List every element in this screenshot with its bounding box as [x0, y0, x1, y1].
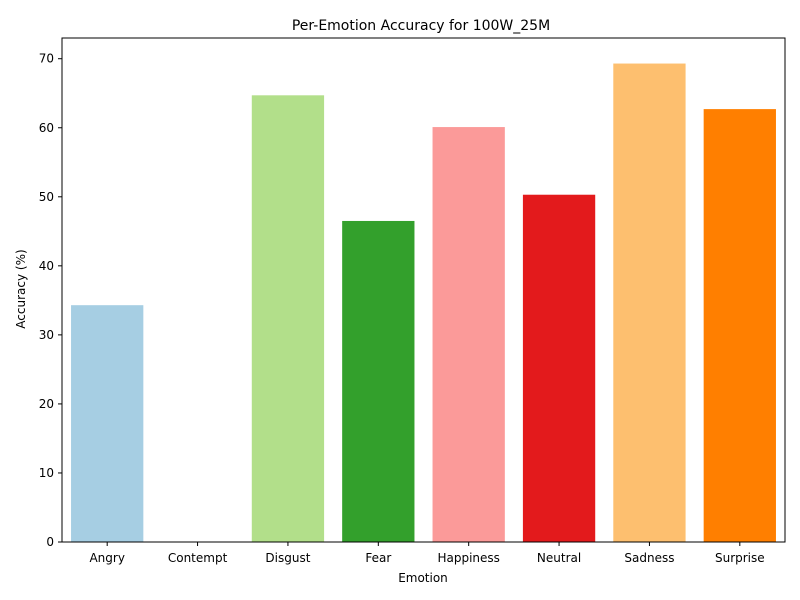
y-tick-label: 40 — [39, 259, 54, 273]
x-tick-label: Happiness — [437, 551, 499, 565]
x-tick-label: Fear — [365, 551, 391, 565]
x-axis: Angry Contempt Disgust Fear Happiness Neutral… — [89, 542, 765, 565]
bar-surprise — [703, 109, 776, 542]
x-tick-label: Sadness — [624, 551, 674, 565]
bars-group — [71, 63, 776, 543]
x-axis-label: Emotion — [398, 571, 448, 585]
x-tick-label: Disgust — [265, 551, 310, 565]
y-tick-label: 70 — [39, 52, 54, 66]
y-tick-label: 30 — [39, 328, 54, 342]
y-tick-label: 20 — [39, 397, 54, 411]
bar-fear — [342, 220, 415, 542]
bar-angry — [71, 305, 144, 542]
bar-disgust — [251, 95, 325, 542]
x-tick-label: Contempt — [168, 551, 228, 565]
x-tick-label: Surprise — [715, 551, 765, 565]
y-axis-label: Accuracy (%) — [14, 249, 28, 328]
y-axis: 0 10 20 30 40 50 60 70 — [39, 52, 62, 549]
chart-title: Per-Emotion Accuracy for 100W_25M — [292, 18, 550, 34]
y-tick-label: 50 — [39, 190, 54, 204]
plot-frame — [61, 37, 786, 543]
x-tick-label: Neutral — [537, 551, 581, 565]
y-tick-label: 10 — [39, 466, 54, 480]
y-tick-label: 0 — [46, 535, 54, 549]
bar-neutral — [522, 194, 596, 543]
x-tick-label: Angry — [89, 551, 124, 565]
bar-sadness — [613, 63, 686, 543]
y-tick-label: 60 — [39, 121, 54, 135]
bar-happiness — [432, 127, 505, 542]
